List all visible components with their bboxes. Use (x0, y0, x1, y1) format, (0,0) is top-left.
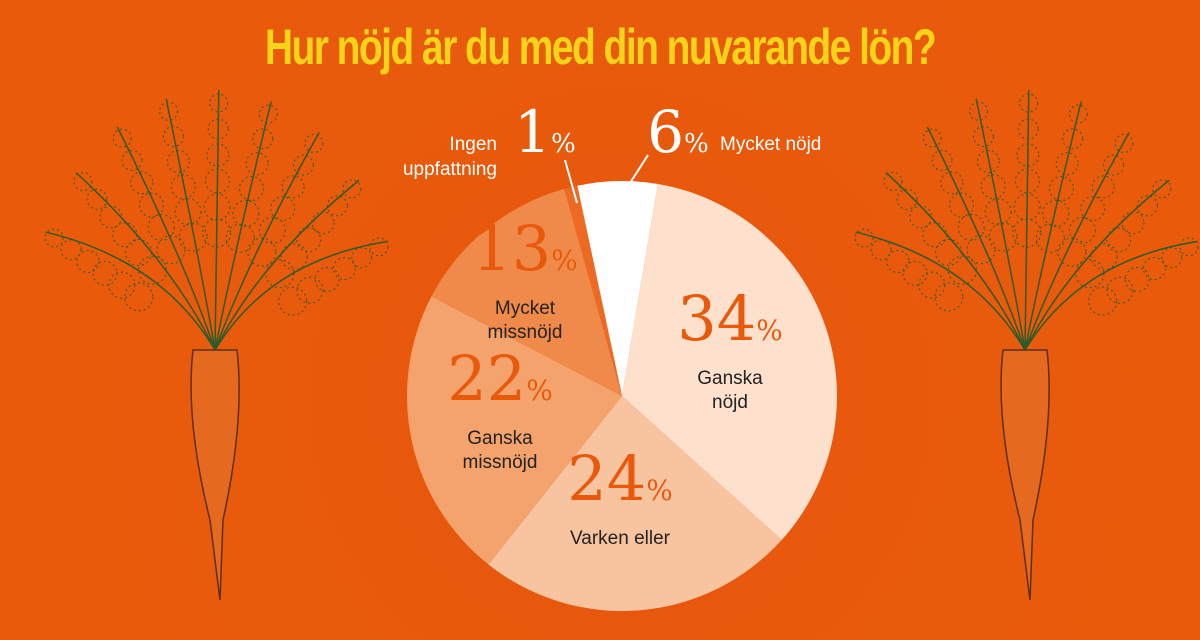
leader-line (564, 159, 578, 204)
data-label-value: 6% (647, 98, 709, 166)
chart-title: Hur nöjd är du med din nuvarande lön? (264, 19, 937, 75)
data-label-value: 1% (514, 98, 576, 166)
slice-label: nöjd (712, 392, 748, 413)
data-label-value: 24% (567, 442, 672, 515)
percent-sign: % (551, 244, 578, 277)
percent-sign: % (756, 314, 783, 347)
slice-label: Mycket (495, 298, 556, 319)
carrot-right (854, 90, 1199, 601)
percent-sign: % (526, 374, 553, 407)
slice-label: missnöjd (463, 452, 538, 473)
pie-slice (577, 181, 658, 396)
percent-sign: % (646, 474, 673, 507)
percent-sign: % (551, 129, 576, 159)
percent-sign: % (684, 129, 709, 159)
pie-slice (564, 185, 622, 396)
carrot-left (44, 90, 389, 601)
slice-label: Ingen (449, 134, 497, 155)
leader-line (629, 154, 649, 184)
pie-slice (488, 396, 782, 612)
pie-slice (622, 184, 838, 540)
pie-slice (431, 188, 622, 396)
slice-label: missnöjd (488, 322, 563, 343)
slice-label: Ganska (467, 428, 533, 449)
slice-label: Varken eller (570, 528, 671, 549)
pie-slice (406, 296, 622, 565)
slice-label: uppfattning (403, 159, 497, 180)
slice-label: Ganska (697, 368, 763, 389)
slice-label: Mycket nöjd (720, 134, 821, 155)
